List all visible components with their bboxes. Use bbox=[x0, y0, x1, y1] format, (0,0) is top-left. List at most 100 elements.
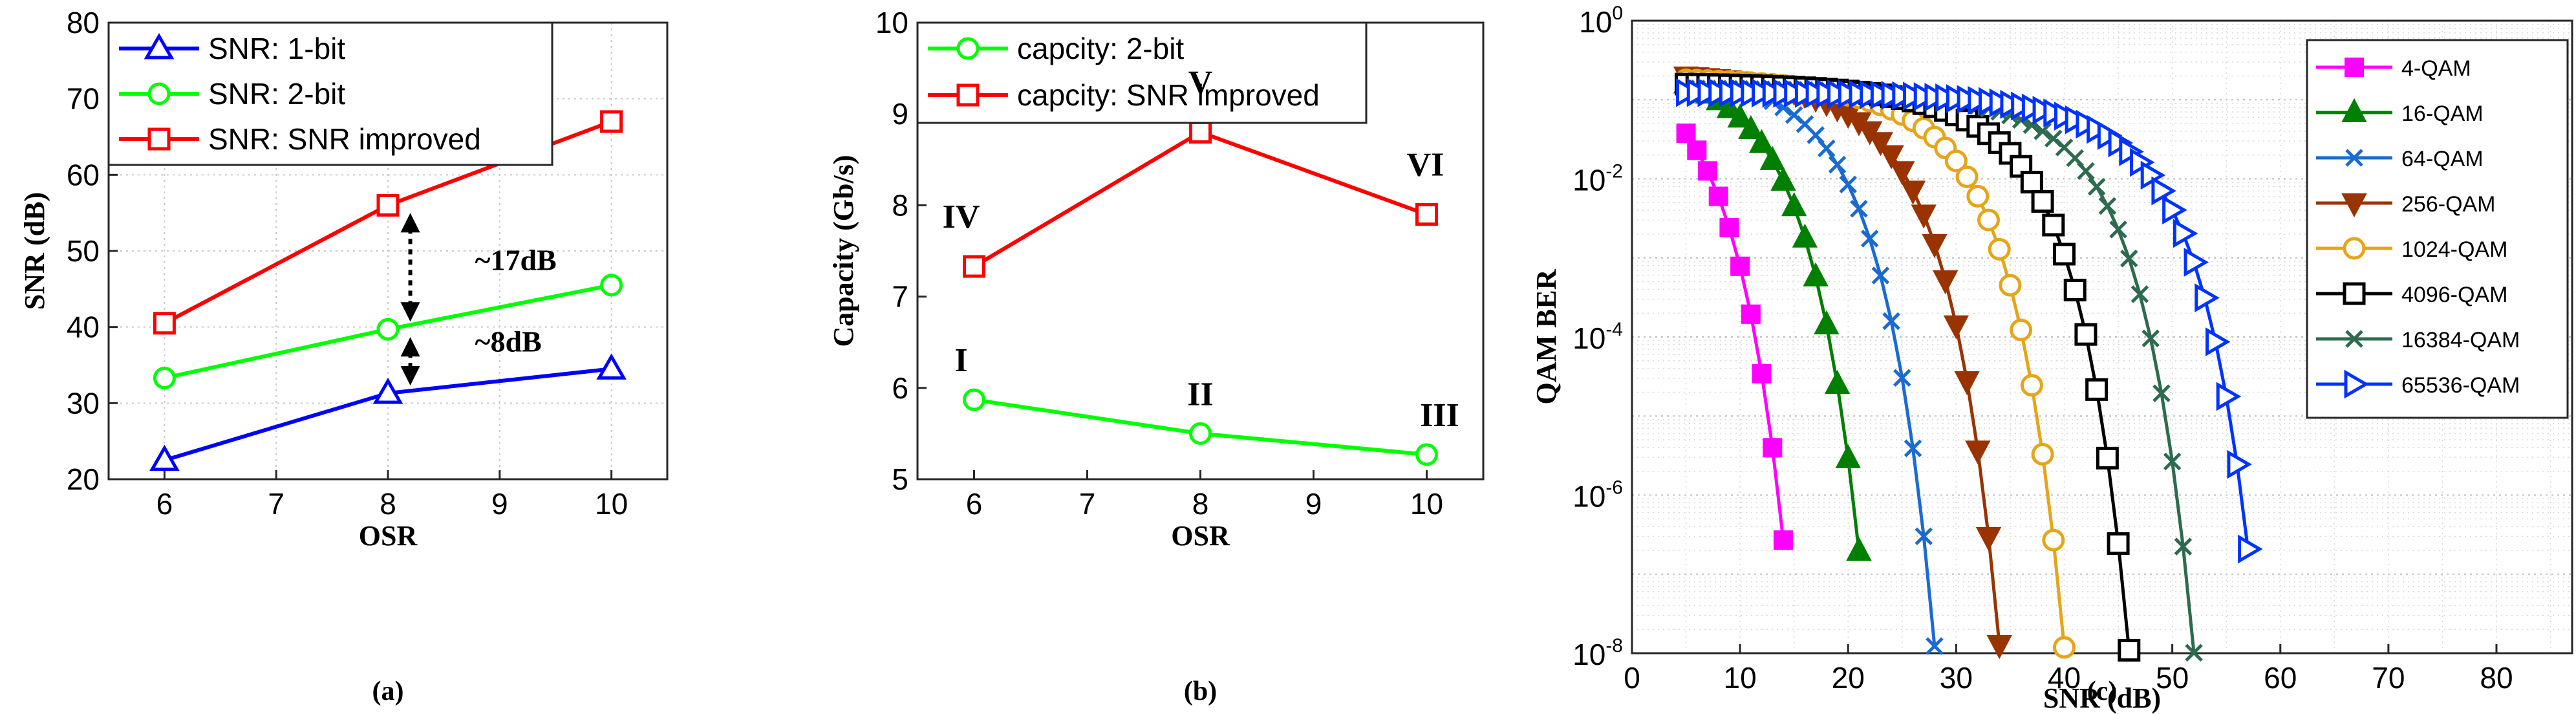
panel-b: 6 7 8 9 10 5 6 7 8 9 10 OSR Capacity (Gb/s) (b) capcit… bbox=[828, 6, 1485, 706]
data-point bbox=[1781, 192, 1807, 217]
data-point bbox=[1697, 161, 1717, 181]
data-point bbox=[1738, 114, 1764, 140]
x-tick-label: 6 bbox=[966, 487, 983, 521]
x-tick-label: 0 bbox=[1624, 661, 1640, 695]
data-point bbox=[1676, 124, 1696, 144]
data-point bbox=[1850, 199, 1868, 218]
arrow-head-up bbox=[400, 337, 420, 357]
legend-box bbox=[2306, 39, 2569, 419]
panel-c: 0 10 20 30 40 50 60 70 80 10-8 10-6 10-4 10-2 100 SNR … bbox=[1530, 3, 2573, 714]
x-tick-label: 7 bbox=[268, 487, 284, 521]
x-tick-label: 6 bbox=[156, 487, 173, 521]
data-point bbox=[2185, 644, 2203, 662]
legend-entry: capcity: SNR improved bbox=[1017, 78, 1320, 112]
point-label: II bbox=[1187, 376, 1213, 413]
legend: capcity: 2-bit capcity: SNR improved bbox=[916, 21, 1368, 124]
data-point bbox=[1719, 217, 1739, 237]
y-tick-label: 60 bbox=[67, 158, 100, 191]
y-tick-label: 6 bbox=[892, 371, 908, 405]
data-point bbox=[2195, 283, 2220, 312]
x-tick-label: 9 bbox=[491, 487, 508, 521]
data-point bbox=[1818, 139, 1836, 158]
legend-marker bbox=[2345, 149, 2363, 167]
data-point bbox=[376, 318, 400, 341]
y-tick-label: 10-4 bbox=[1572, 319, 1623, 355]
legend-entry: 4096-QAM bbox=[2401, 283, 2507, 307]
data-point bbox=[2238, 534, 2263, 564]
legend-marker bbox=[147, 127, 171, 151]
data-point bbox=[2077, 162, 2095, 180]
data-point bbox=[1911, 204, 1937, 229]
data-point bbox=[600, 110, 623, 133]
data-point bbox=[2031, 442, 2054, 466]
data-point bbox=[2098, 197, 2117, 215]
data-point bbox=[1926, 637, 1944, 655]
data-point bbox=[1944, 149, 1968, 173]
annotation-label: ~8dB bbox=[475, 325, 542, 358]
data-point bbox=[1871, 266, 1890, 285]
legend-marker bbox=[2341, 193, 2367, 218]
y-tick-exponent: -2 bbox=[1605, 161, 1623, 182]
x-tick-label: 10 bbox=[595, 487, 628, 521]
y-axis-label: SNR (dB) bbox=[19, 192, 50, 310]
y-tick-label: 20 bbox=[67, 462, 100, 496]
data-point bbox=[1986, 635, 2012, 660]
data-point bbox=[2152, 384, 2171, 402]
data-point bbox=[1878, 145, 1904, 169]
data-point bbox=[1943, 315, 1970, 340]
legend-marker bbox=[2343, 282, 2366, 305]
data-point bbox=[1807, 126, 1825, 144]
legend-entry: 1024-QAM bbox=[2401, 237, 2507, 262]
y-tick-label: 10-8 bbox=[1572, 635, 1623, 671]
y-tick-label: 100 bbox=[1579, 3, 1623, 39]
data-point bbox=[1687, 140, 1707, 160]
point-label: VI bbox=[1407, 147, 1444, 184]
x-tick-label: 40 bbox=[2048, 661, 2081, 695]
legend: 4-QAM 16-QAM 64-QAM 256-QAM 1024-QAM 4096-QAM… bbox=[2306, 39, 2569, 419]
plot-frame bbox=[1631, 19, 2573, 654]
data-point bbox=[2042, 528, 2065, 552]
legend-marker bbox=[2341, 98, 2367, 122]
legend: SNR: 1-bit SNR: 2-bit SNR: SNR improved bbox=[107, 21, 553, 166]
data-point bbox=[1763, 438, 1783, 458]
data-point bbox=[1835, 444, 1861, 468]
y-tick-label: 50 bbox=[67, 234, 100, 268]
data-point bbox=[1727, 103, 1753, 128]
data-point bbox=[2053, 243, 2076, 266]
legend-entry: SNR: 2-bit bbox=[208, 77, 345, 111]
x-axis-label: OSR bbox=[359, 520, 418, 552]
legend-entry: 65536-QAM bbox=[2401, 373, 2520, 398]
legend-entry: SNR: SNR improved bbox=[208, 122, 481, 156]
y-tick-label: 70 bbox=[67, 82, 100, 116]
data-point bbox=[2020, 374, 2043, 397]
y-tick-label: 30 bbox=[67, 386, 100, 420]
series-line bbox=[972, 130, 1428, 268]
data-point bbox=[2162, 195, 2187, 225]
data-point bbox=[1988, 237, 2011, 261]
series-group bbox=[1676, 78, 2263, 564]
data-point bbox=[1748, 129, 1775, 153]
data-point bbox=[1922, 233, 1948, 259]
series-line bbox=[1684, 132, 1785, 541]
legend-entry: 16-QAM bbox=[2401, 102, 2484, 126]
data-point bbox=[963, 255, 985, 278]
x-tick-label: 30 bbox=[1940, 661, 1973, 695]
y-tick-label: 7 bbox=[892, 280, 908, 314]
data-point bbox=[2227, 449, 2252, 479]
data-point bbox=[1730, 256, 1750, 276]
point-label: IV bbox=[943, 199, 980, 235]
data-point bbox=[1803, 262, 1829, 287]
data-point bbox=[2063, 278, 2087, 301]
legend-entry: 16384-QAM bbox=[2401, 328, 2520, 352]
x-tick-label: 10 bbox=[1410, 487, 1443, 521]
data-point bbox=[1860, 230, 1879, 248]
data-point bbox=[1900, 180, 1926, 205]
x-axis-label: SNR (dB) bbox=[2043, 682, 2161, 714]
data-point bbox=[1889, 161, 1915, 186]
data-point bbox=[2034, 122, 2052, 140]
data-point bbox=[153, 367, 176, 390]
data-point bbox=[376, 193, 400, 217]
y-tick-label: 9 bbox=[892, 97, 908, 131]
y-tick-label: 5 bbox=[892, 462, 908, 496]
